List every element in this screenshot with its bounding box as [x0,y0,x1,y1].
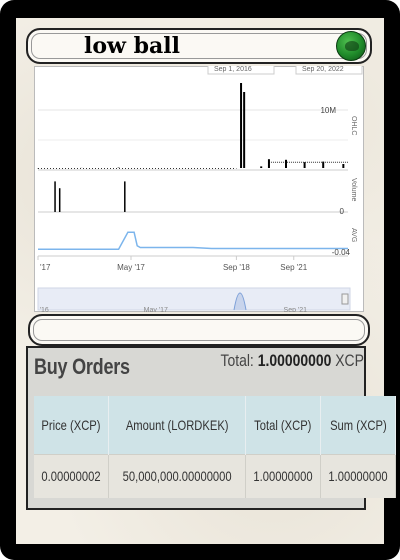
avg-axis-label: AVG [350,228,357,242]
cell-total: 1.00000000 [245,453,322,498]
cell-price: 0.00000002 [34,453,109,498]
x-tick-label-0: '17 [40,263,51,272]
navigator-tick-1: May '17 [144,307,168,312]
range-end-input [295,66,363,75]
column-header-price[interactable]: Price (XCP) [34,396,109,454]
orders-total: Total: 1.00000000 XCP [221,351,364,371]
orders-total-label: Total: [220,351,254,370]
card-title: low ball [84,33,180,59]
mana-symbol-icon [336,31,366,61]
buy-orders-title: Buy Orders [34,354,130,379]
title-bar [26,28,372,64]
column-header-total[interactable]: Total (XCP) [245,396,322,454]
navigator-tick-0: '16 [40,307,49,312]
navigator-tick-2: Sep '21 [284,307,308,312]
x-tick-label-2: Sep '18 [223,263,250,272]
table-row[interactable]: 0.00000002 50,000,000.00000000 1.0000000… [34,453,397,498]
range-start-input [207,66,275,75]
orders-total-value: 1.00000000 [257,351,332,370]
buy-orders-table: Price (XCP) Amount (LORDKEK) Total (XCP)… [34,396,397,498]
art-box [34,66,364,312]
cell-amount: 50,000,000.00000000 [108,453,247,498]
avg-series-line [38,231,348,250]
range-start-text: Sep 1, 2016 [214,66,252,73]
x-tick-label-3: Sep '21 [280,263,307,272]
navigator-bg [37,287,351,311]
ohlc-axis-label: OHLC [350,116,357,135]
orders-total-unit: XCP [335,351,364,370]
range-end-text: Sep 20, 2022 [302,66,344,73]
type-line-bar [28,314,370,346]
column-header-sum[interactable]: Sum (XCP) [320,396,397,454]
navigator-handle[interactable] [341,293,349,305]
avg-tick-label: -0.04 [332,248,351,257]
column-header-amount[interactable]: Amount (LORDKEK) [108,396,247,454]
volume-tick-label: 0 [340,207,345,216]
x-tick-label-1: May '17 [117,263,145,272]
ohlc-tick-label: 10M [320,106,336,115]
price-chart[interactable]: Sep 1, 2016 Sep 20, 2022 10M OHLC 0 Volume -0.… [34,66,364,312]
table-header-row: Price (XCP) Amount (LORDKEK) Total (XCP)… [34,396,397,454]
volume-axis-label: Volume [350,178,357,201]
navigator-spike [233,292,247,311]
cell-sum: 1.00000000 [320,453,397,498]
